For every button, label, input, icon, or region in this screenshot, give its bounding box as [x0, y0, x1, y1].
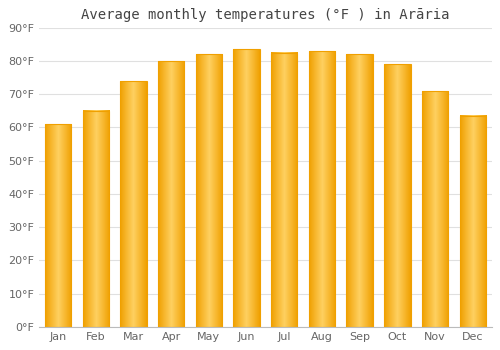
Bar: [346, 54, 373, 327]
Bar: [422, 91, 448, 327]
Bar: [271, 52, 297, 327]
Bar: [460, 116, 486, 327]
Bar: [234, 49, 260, 327]
Bar: [384, 64, 410, 327]
Bar: [45, 124, 71, 327]
Bar: [120, 81, 146, 327]
Bar: [158, 61, 184, 327]
Bar: [196, 54, 222, 327]
Bar: [82, 111, 109, 327]
Bar: [309, 51, 335, 327]
Title: Average monthly temperatures (°F ) in Arāria: Average monthly temperatures (°F ) in Ar…: [81, 8, 450, 22]
